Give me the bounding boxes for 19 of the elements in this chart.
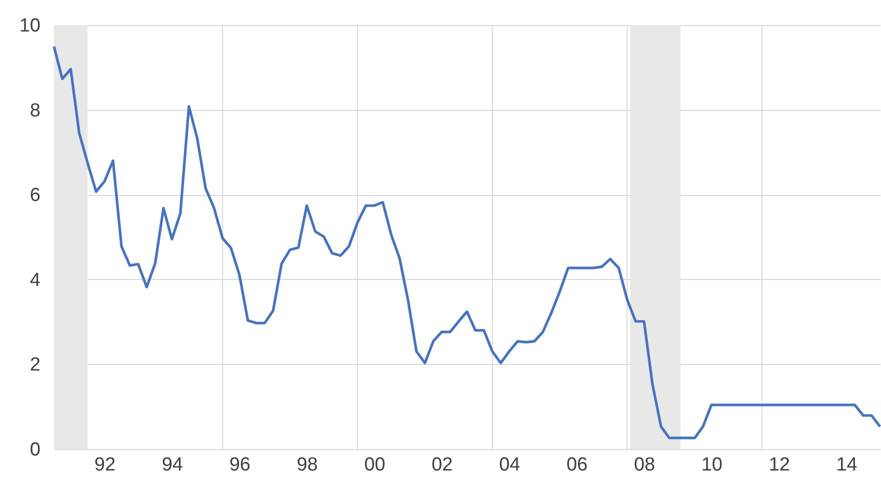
x-tick-label: 02 bbox=[432, 454, 453, 476]
y-tick-label: 6 bbox=[30, 185, 40, 206]
x-tick-label: 00 bbox=[364, 454, 386, 476]
x-tick-label: 10 bbox=[701, 454, 722, 476]
y-tick-label: 4 bbox=[30, 270, 41, 291]
x-tick-label: 08 bbox=[634, 454, 656, 476]
y-tick-label: 8 bbox=[30, 100, 40, 122]
y-tick-label: 2 bbox=[30, 354, 40, 376]
x-tick-label: 12 bbox=[768, 454, 790, 476]
x-tick-label: 06 bbox=[566, 454, 588, 476]
x-tick-label: 96 bbox=[229, 454, 250, 476]
x-tick-label: 14 bbox=[836, 454, 858, 476]
x-tick-label: 98 bbox=[296, 454, 318, 476]
x-tick-label: 94 bbox=[162, 454, 184, 476]
x-tick-label: 92 bbox=[94, 454, 116, 476]
x-tick-label: 04 bbox=[499, 454, 521, 476]
y-tick-label: 0 bbox=[30, 440, 40, 460]
y-tick-label: 10 bbox=[19, 16, 40, 36]
line-series bbox=[52, 45, 881, 440]
